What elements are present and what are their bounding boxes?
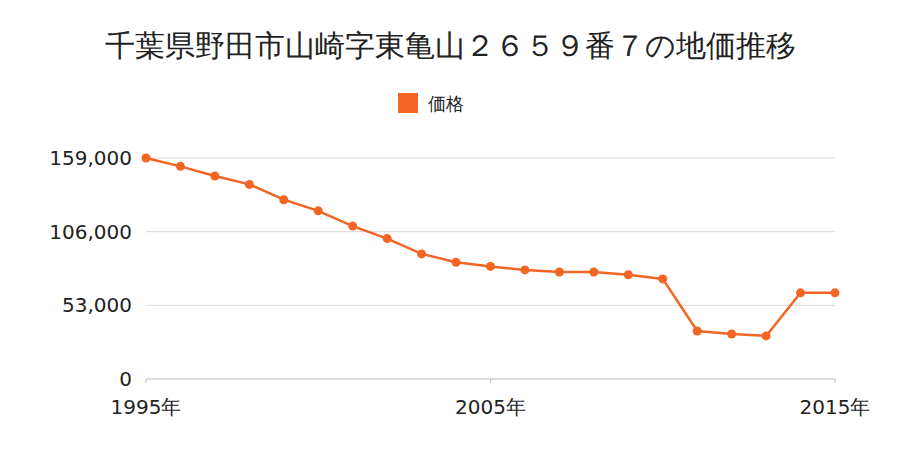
title: 千葉県野田市山崎字東亀山２６５９番７の地価推移: [105, 28, 796, 63]
point: [555, 267, 564, 276]
point: [348, 222, 357, 231]
point: [417, 249, 426, 258]
point: [589, 267, 598, 276]
point: [210, 172, 219, 181]
x-tick: [146, 379, 147, 383]
chart: 千葉県野田市山崎字東亀山２６５９番７の地価推移価格 0 53,000 106,000 1…: [0, 0, 900, 450]
point: [486, 262, 495, 271]
point: [727, 329, 736, 338]
x-tick: [835, 379, 836, 383]
grid-line: [146, 305, 835, 306]
grid-line: [146, 231, 835, 232]
point: [520, 265, 529, 274]
x-tick-label: 2015年: [800, 395, 871, 419]
x-tick: [490, 379, 491, 383]
point: [142, 154, 151, 163]
y-tick-label: 53,000: [62, 293, 132, 317]
point: [658, 274, 667, 283]
x-tick-label: 1995年: [111, 395, 182, 419]
point: [762, 331, 771, 340]
y-tick-label: 106,000: [49, 220, 132, 244]
point: [176, 162, 185, 171]
point: [452, 258, 461, 267]
series-line: [146, 158, 835, 336]
y-tick-label: 159,000: [49, 146, 132, 170]
plot-area: [142, 154, 840, 341]
point: [831, 288, 840, 297]
y-tick-label: 0: [119, 367, 132, 391]
x-tick-label: 2005年: [455, 395, 526, 419]
point: [314, 206, 323, 215]
legend-label: 価格: [428, 93, 464, 114]
point: [245, 180, 254, 189]
legend-swatch: [398, 93, 418, 113]
point: [383, 234, 392, 243]
point: [624, 270, 633, 279]
grid-line: [146, 158, 835, 159]
point: [796, 288, 805, 297]
point: [279, 195, 288, 204]
point: [693, 327, 702, 336]
